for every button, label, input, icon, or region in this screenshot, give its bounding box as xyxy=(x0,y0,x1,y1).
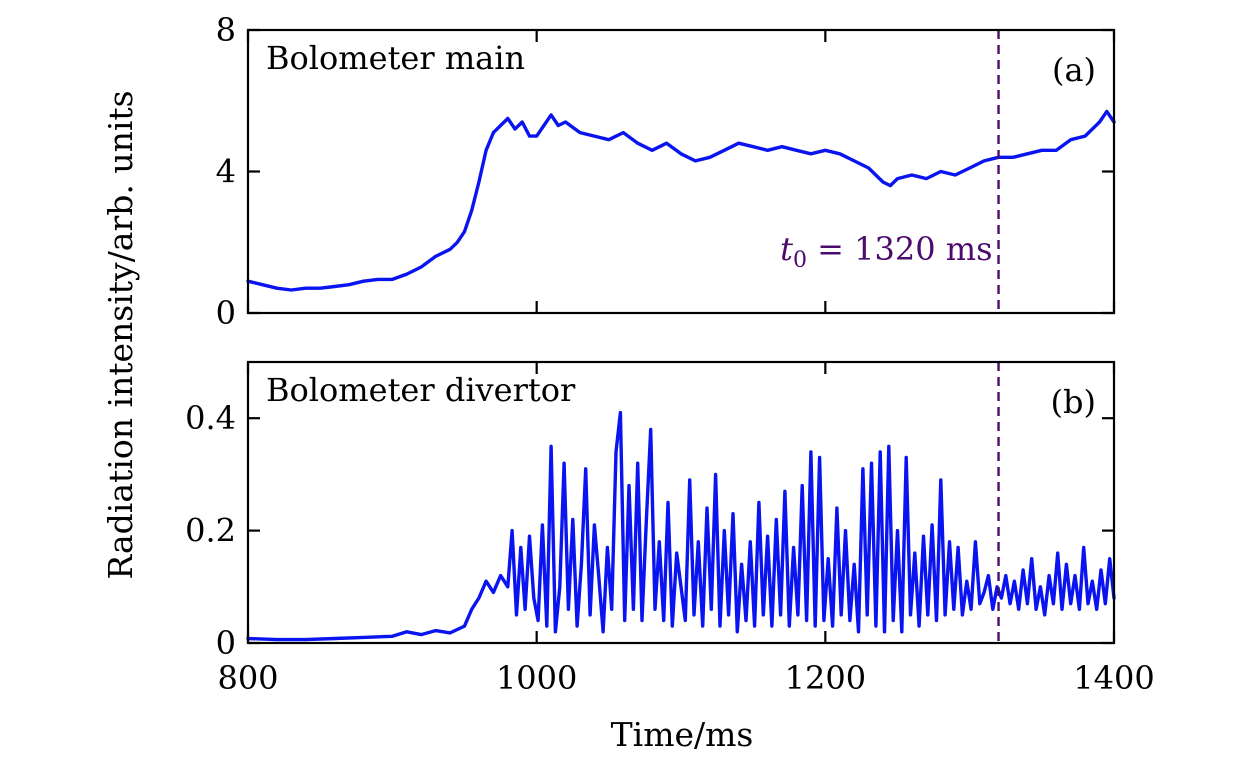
x-tick-label: 1200 xyxy=(785,659,866,697)
panel-b: 0 0.2 0.4 800 1000 1200 1400 Bolometer divertor… xyxy=(185,360,1155,697)
y-tick-label: 0 xyxy=(216,624,236,662)
panel-tag: (a) xyxy=(1052,51,1096,89)
panel-title: Bolometer main xyxy=(266,39,525,77)
x-axis-title: Time/ms xyxy=(611,715,754,754)
annotation-sub: 0 xyxy=(793,248,807,273)
y-axis-title: Radiation intensity/arb. units xyxy=(101,90,140,579)
y-tick-label: 0.4 xyxy=(185,399,236,437)
annotation-rest: = 1320 ms xyxy=(807,230,993,268)
series-line xyxy=(246,410,1116,642)
x-tick-label: 800 xyxy=(217,659,278,697)
panel-title: Bolometer divertor xyxy=(266,371,576,409)
y-tick-label: 4 xyxy=(216,153,236,191)
y-tick-label: 0.2 xyxy=(185,512,236,550)
x-tick-label: 1000 xyxy=(496,659,577,697)
x-tick-label: 1400 xyxy=(1073,659,1154,697)
annotation-t0: t0 = 1320 ms xyxy=(780,230,992,273)
series-line xyxy=(246,109,1116,292)
panel-tag: (b) xyxy=(1051,383,1096,421)
annotation-main: t xyxy=(780,230,793,268)
plot-frame xyxy=(246,360,1116,645)
y-tick-label: 8 xyxy=(216,11,236,49)
y-tick-label: 0 xyxy=(216,294,236,332)
